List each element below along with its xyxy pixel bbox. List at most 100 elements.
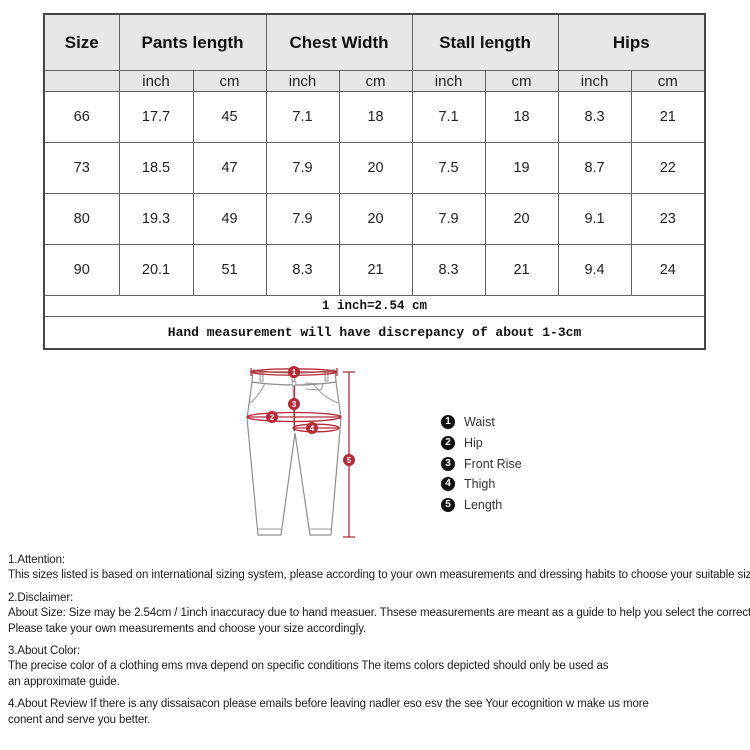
data-cell: 7.1 <box>411 91 486 143</box>
unit-header-cm: cm <box>484 70 559 92</box>
data-cell: 18 <box>338 91 413 143</box>
data-cell: 19.3 <box>118 193 194 245</box>
col-header-stall-length: Stall length <box>411 13 559 71</box>
about-color-title: 3.About Color: <box>8 645 81 658</box>
data-cell: 20 <box>338 142 413 194</box>
legend-label-waist: Waist <box>464 415 495 429</box>
unit-header-cm: cm <box>630 70 706 92</box>
data-cell: 8.3 <box>557 91 632 143</box>
legend-item-waist: 1 Waist <box>441 415 522 429</box>
disclaimer-section: 2.Disclaimer: About Size: Size may be 2.… <box>8 591 750 637</box>
data-cell: 7.1 <box>265 91 340 143</box>
table-header-row: Size Pants length Chest Width Stall leng… <box>43 13 706 71</box>
measurement-markers <box>266 366 355 466</box>
about-color-body-1: The precise color of a clothing ems mva … <box>8 660 609 673</box>
size-cell: 80 <box>43 193 120 245</box>
data-cell: 47 <box>192 142 267 194</box>
unit-header-empty <box>43 70 120 92</box>
data-cell: 8.3 <box>265 244 340 296</box>
data-cell: 21 <box>338 244 413 296</box>
legend-label-length: Length <box>464 498 503 513</box>
attention-body: This sizes listed is based on internatio… <box>8 569 750 582</box>
data-cell: 45 <box>192 91 267 143</box>
col-header-pants-length: Pants length <box>118 13 267 71</box>
data-cell: 49 <box>192 193 267 245</box>
data-cell: 9.4 <box>557 244 632 296</box>
data-cell: 21 <box>484 244 559 296</box>
unit-header-cm: cm <box>192 70 267 92</box>
legend-label-front-rise: Front Rise <box>464 456 522 471</box>
legend-item-length: 5 Length <box>441 498 522 513</box>
legend-label-thigh: Thigh <box>464 477 496 492</box>
marker-5: 5 <box>347 456 352 465</box>
data-cell: 23 <box>630 193 706 245</box>
about-color-section: 3.About Color: The precise color of a cl… <box>8 644 750 690</box>
about-review-body-1: 4.About Review If there is any dissaisac… <box>8 698 649 711</box>
unit-header-inch: inch <box>118 70 194 92</box>
data-cell: 21 <box>630 91 706 143</box>
legend-marker-5: 5 <box>441 498 455 513</box>
attention-title: 1.Attention: <box>8 554 65 566</box>
legend-marker-4: 4 <box>441 477 455 492</box>
about-review-section: 4.About Review If there is any dissaisac… <box>8 697 750 728</box>
data-cell: 24 <box>630 244 706 296</box>
legend-item-thigh: 4 Thigh <box>441 477 522 492</box>
legend-label-hip: Hip <box>464 435 483 450</box>
conversion-note: 1 inch=2.54 cm <box>43 295 706 317</box>
size-cell: 90 <box>43 244 120 296</box>
marker-2: 2 <box>270 413 275 422</box>
measurement-note: Hand measurement will have discrepancy o… <box>43 316 706 350</box>
marker-3: 3 <box>292 400 297 409</box>
data-cell: 17.7 <box>118 91 194 143</box>
data-cell: 19 <box>484 142 559 194</box>
disclaimer-body-1: About Size: Size may be 2.54cm / 1inch i… <box>8 607 750 620</box>
size-cell: 66 <box>43 91 120 143</box>
marker-4: 4 <box>310 424 315 433</box>
measurement-legend: 1 Waist 2 Hip 3 Front Rise 4 Thigh 5 Len… <box>441 415 522 519</box>
data-cell: 7.5 <box>411 142 486 194</box>
unit-header-inch: inch <box>265 70 340 92</box>
marker-numbers: 1 2 3 4 5 <box>270 368 352 465</box>
data-cell: 20 <box>484 193 559 245</box>
about-review-body-2: conent and serve you better. <box>8 713 151 726</box>
data-cell: 8.3 <box>411 244 486 296</box>
unit-header-cm: cm <box>338 70 413 92</box>
data-cell: 8.7 <box>557 142 632 194</box>
legend-marker-3: 3 <box>441 456 455 471</box>
attention-section: 1.Attention: This sizes listed is based … <box>8 553 750 584</box>
col-header-chest-width: Chest Width <box>265 13 413 71</box>
unit-header-inch: inch <box>557 70 632 92</box>
data-cell: 7.9 <box>265 142 340 194</box>
data-cell: 9.1 <box>557 193 632 245</box>
size-cell: 73 <box>43 142 120 194</box>
unit-header-inch: inch <box>411 70 486 92</box>
pants-measurement-diagram: 1 2 3 4 5 <box>246 366 355 538</box>
table-row: 73 18.5 47 7.9 20 7.5 19 8.7 22 <box>43 142 706 194</box>
data-cell: 22 <box>630 142 706 194</box>
size-chart-table: Size Pants length Chest Width Stall leng… <box>43 13 707 350</box>
disclaimer-title: 2.Disclaimer: <box>8 591 74 604</box>
about-color-body-2: an approximate guide. <box>8 675 120 688</box>
table-row: 90 20.1 51 8.3 21 8.3 21 9.4 24 <box>43 244 706 296</box>
data-cell: 51 <box>192 244 267 296</box>
col-header-size: Size <box>43 13 120 71</box>
legend-item-hip: 2 Hip <box>441 435 522 450</box>
footnotes: 1.Attention: This sizes listed is based … <box>8 553 750 735</box>
table-note-row: 1 inch=2.54 cm <box>43 295 706 317</box>
legend-item-front-rise: 3 Front Rise <box>441 456 522 471</box>
data-cell: 20.1 <box>118 244 194 296</box>
data-cell: 18 <box>484 91 559 143</box>
table-note-row: Hand measurement will have discrepancy o… <box>43 316 706 350</box>
data-cell: 7.9 <box>265 193 340 245</box>
disclaimer-body-2: Please take your own measurements and ch… <box>8 622 367 635</box>
table-row: 66 17.7 45 7.1 18 7.1 18 8.3 21 <box>43 91 706 143</box>
table-row: 80 19.3 49 7.9 20 7.9 20 9.1 23 <box>43 193 706 245</box>
marker-1: 1 <box>292 368 297 377</box>
data-cell: 20 <box>338 193 413 245</box>
legend-marker-1: 1 <box>441 415 455 429</box>
col-header-hips: Hips <box>557 13 706 71</box>
data-cell: 7.9 <box>411 193 486 245</box>
table-unit-row: inch cm inch cm inch cm inch cm <box>43 70 706 92</box>
data-cell: 18.5 <box>118 142 194 194</box>
